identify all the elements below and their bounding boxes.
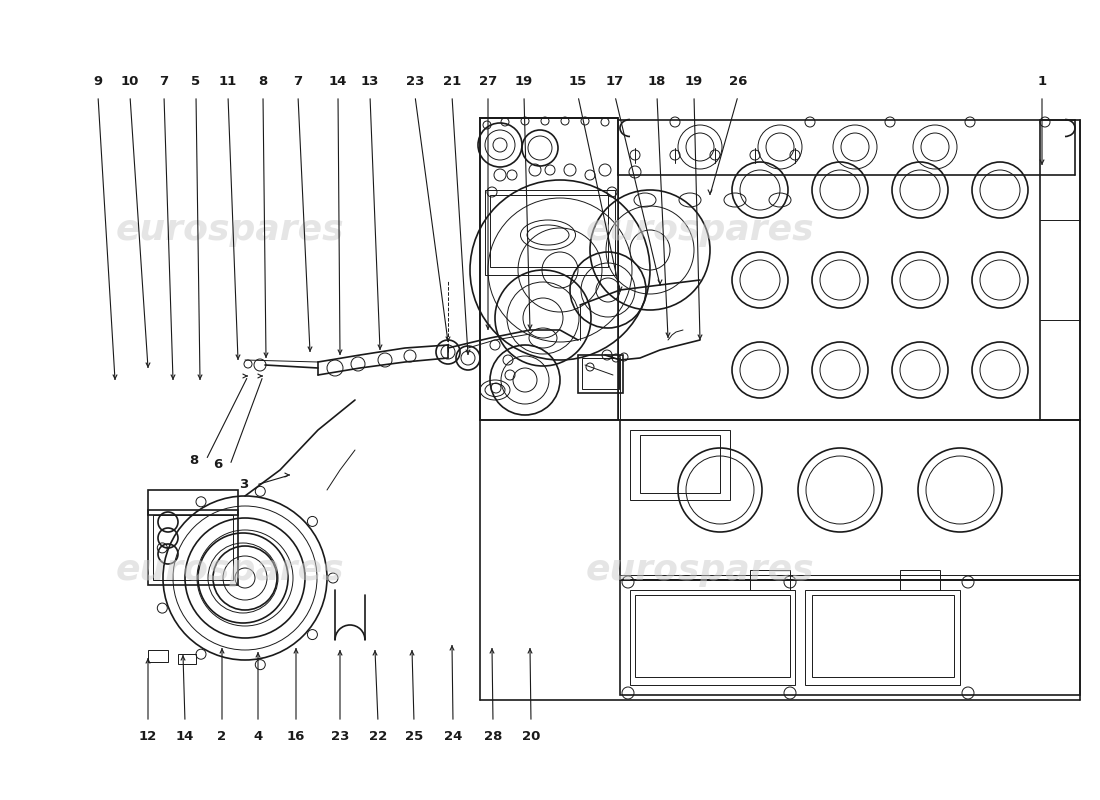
Bar: [148, 650, 168, 662]
Text: 20: 20: [521, 730, 540, 743]
Text: 28: 28: [484, 730, 503, 743]
Text: 7: 7: [160, 75, 168, 88]
Bar: [630, 430, 730, 500]
Bar: [805, 590, 960, 685]
Text: 2: 2: [218, 730, 227, 743]
Text: 14: 14: [176, 730, 195, 743]
Text: 4: 4: [253, 730, 263, 743]
Bar: [620, 580, 1080, 695]
Bar: [582, 358, 619, 389]
Text: 24: 24: [443, 730, 462, 743]
Text: 13: 13: [361, 75, 379, 88]
Bar: [178, 654, 196, 664]
Text: 9: 9: [94, 75, 102, 88]
Text: 21: 21: [443, 75, 461, 88]
Text: 8: 8: [189, 454, 198, 466]
Bar: [630, 590, 795, 685]
Text: 26: 26: [729, 75, 747, 88]
Text: 3: 3: [239, 478, 248, 491]
Bar: [635, 595, 790, 677]
Bar: [148, 510, 238, 585]
Bar: [485, 190, 615, 275]
Bar: [148, 490, 238, 515]
Text: 11: 11: [219, 75, 238, 88]
Text: 15: 15: [569, 75, 587, 88]
Text: 16: 16: [287, 730, 305, 743]
Text: eurospares: eurospares: [116, 553, 344, 587]
Text: 8: 8: [258, 75, 267, 88]
Bar: [750, 570, 790, 590]
Text: 23: 23: [406, 75, 425, 88]
Text: eurospares: eurospares: [116, 213, 344, 247]
Text: 5: 5: [191, 75, 200, 88]
Text: 23: 23: [331, 730, 349, 743]
Bar: [153, 515, 233, 580]
Bar: [578, 355, 623, 393]
Text: 10: 10: [121, 75, 140, 88]
Text: eurospares: eurospares: [585, 213, 814, 247]
Bar: [1040, 120, 1080, 420]
Bar: [900, 570, 940, 590]
Text: 18: 18: [648, 75, 667, 88]
Text: 22: 22: [368, 730, 387, 743]
Text: 14: 14: [329, 75, 348, 88]
Text: 12: 12: [139, 730, 157, 743]
Bar: [490, 195, 608, 267]
Text: 25: 25: [405, 730, 424, 743]
Text: 6: 6: [212, 458, 222, 471]
Text: 1: 1: [1037, 75, 1046, 88]
Text: 19: 19: [685, 75, 703, 88]
Text: eurospares: eurospares: [585, 553, 814, 587]
Text: 17: 17: [606, 75, 624, 88]
Text: 19: 19: [515, 75, 534, 88]
Text: 7: 7: [294, 75, 302, 88]
Bar: [812, 595, 954, 677]
Bar: [640, 435, 720, 493]
Bar: [620, 420, 1080, 580]
Text: 27: 27: [478, 75, 497, 88]
